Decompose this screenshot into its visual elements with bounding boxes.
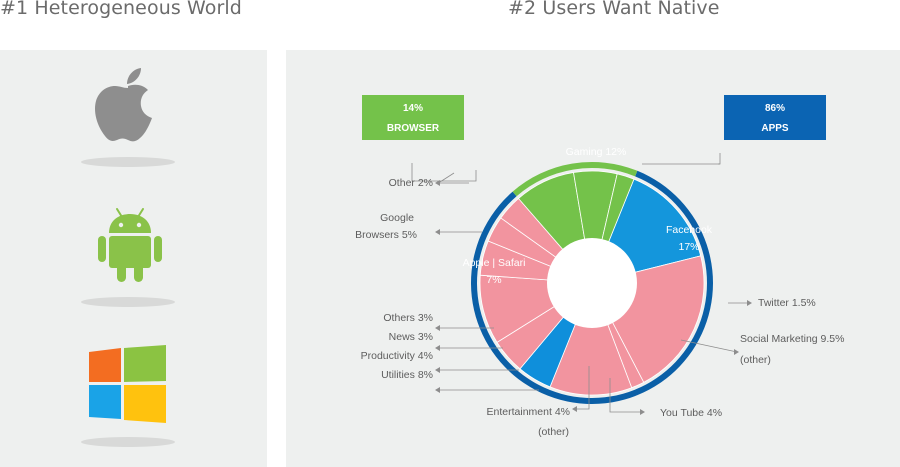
leader-arrows — [435, 180, 752, 415]
browser-name: BROWSER — [387, 123, 440, 134]
donut-hole — [547, 238, 637, 328]
group-ring-browser — [512, 162, 638, 197]
label-other-2: Other 2% — [389, 177, 433, 189]
heading-users-want-native: #2 Users Want Native — [508, 0, 720, 19]
label-youtube: You Tube 4% — [660, 407, 722, 419]
label-social-marketing-2: (other) — [740, 354, 771, 366]
apps-pct: 86% — [765, 103, 785, 114]
label-google-2: Browsers 5% — [355, 229, 417, 241]
label-entertainment-1: Entertainment 4% — [487, 406, 570, 418]
label-gaming: Gaming 12% — [566, 146, 627, 158]
label-social-marketing-1: Social Marketing 9.5% — [740, 333, 844, 345]
label-apple-safari-2: 7% — [486, 274, 501, 286]
apps-name: APPS — [761, 123, 789, 134]
windows-icon — [89, 345, 166, 423]
label-others-3: Others 3% — [383, 312, 433, 324]
android-icon — [98, 208, 162, 282]
label-twitter: Twitter 1.5% — [758, 297, 816, 309]
android-shadow — [81, 297, 175, 307]
label-google-1: Google — [380, 212, 414, 224]
label-productivity: Productivity 4% — [361, 350, 433, 362]
donut-chart: 14% BROWSER 86% APPS Gaming 12% Facebook… — [355, 95, 844, 438]
label-facebook-2: 17% — [678, 241, 699, 253]
apple-icon — [95, 68, 152, 142]
browser-pct: 14% — [403, 103, 423, 114]
leader-lines — [411, 153, 748, 413]
label-facebook-1: Facebook — [666, 224, 713, 236]
label-entertainment-2: (other) — [538, 426, 569, 438]
label-apple-safari-1: Apple | Safari — [463, 257, 526, 269]
windows-shadow — [81, 437, 175, 447]
label-news: News 3% — [389, 331, 433, 343]
apple-shadow — [81, 157, 175, 167]
browser-group-box — [362, 95, 464, 140]
label-utilities: Utilities 8% — [381, 369, 433, 381]
heading-heterogeneous-world: #1 Heterogeneous World — [0, 0, 242, 19]
apps-group-box — [724, 95, 826, 140]
